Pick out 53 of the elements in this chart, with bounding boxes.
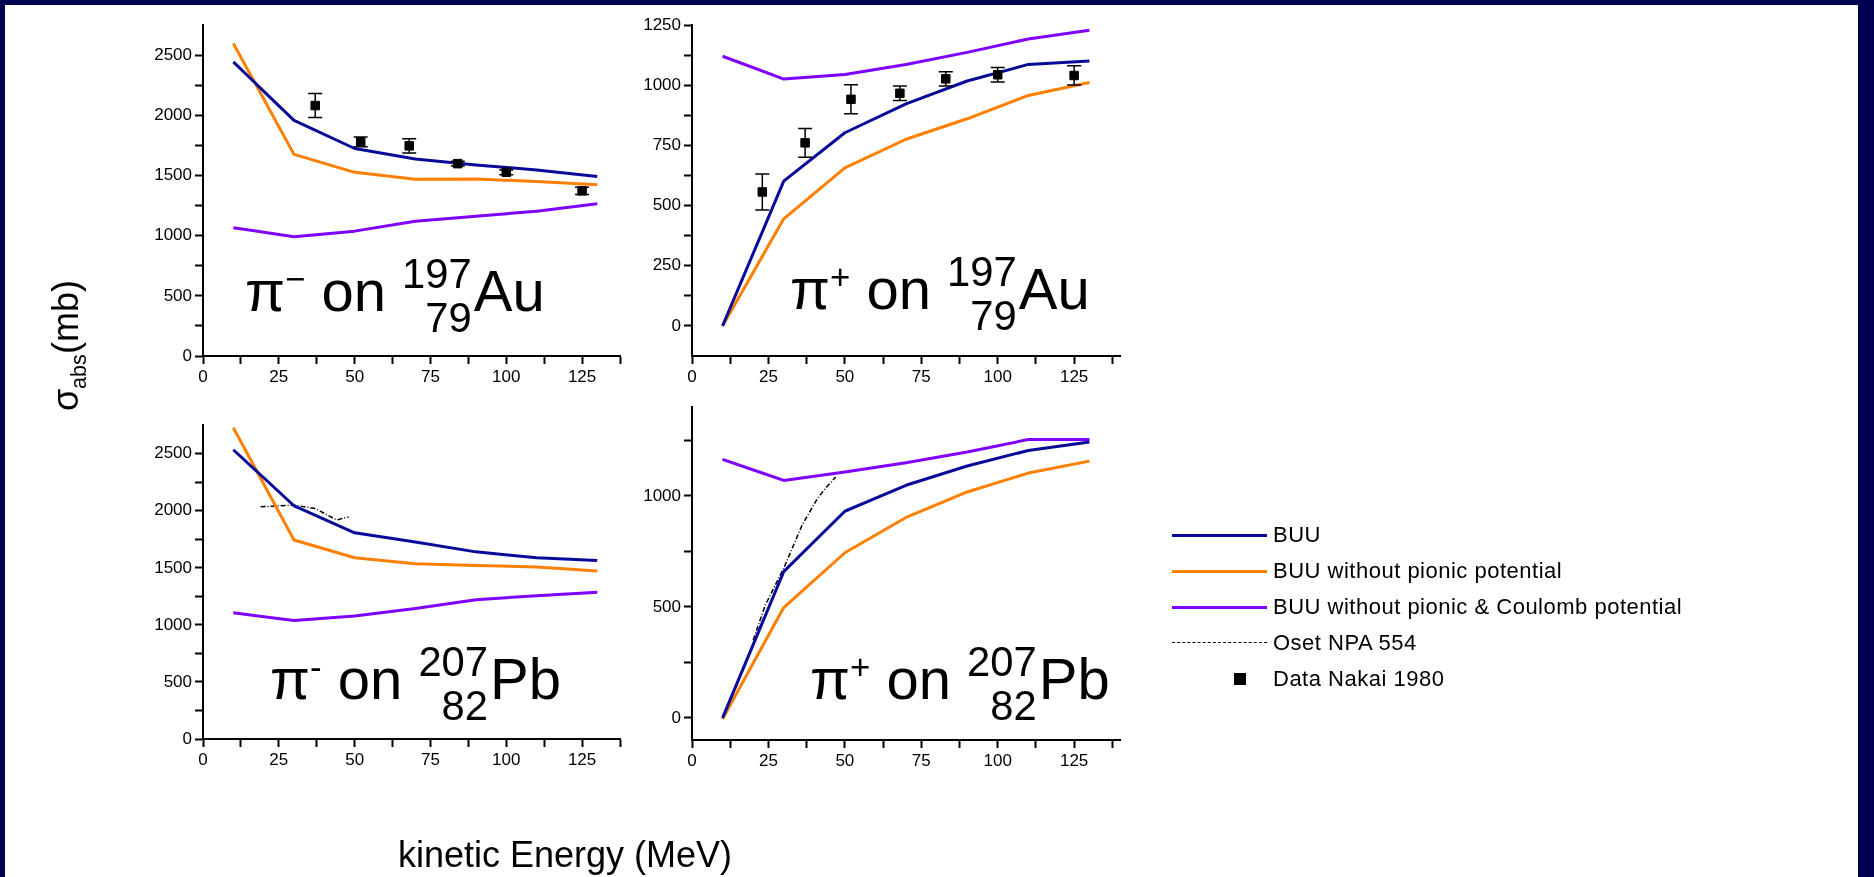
y-tick-label: 0: [671, 707, 681, 727]
y-tick-label: 250: [652, 255, 681, 275]
y-tick-label: 1000: [643, 75, 681, 95]
x-tick-label: 75: [420, 366, 440, 386]
y-tick-label: 1000: [154, 614, 192, 634]
x-tick-label: 100: [492, 749, 521, 769]
x-tick-label: 75: [911, 750, 931, 770]
x-tick-label: 100: [983, 366, 1012, 386]
y-tick-label: 2500: [154, 44, 192, 64]
y-tick-label: 500: [652, 596, 681, 616]
line-series: [259, 504, 350, 521]
x-tick-label: 25: [269, 366, 289, 386]
x-tick-label: 50: [345, 366, 365, 386]
y-tick-label: 1000: [154, 225, 192, 245]
y-tick-label: 2000: [154, 105, 192, 125]
x-tick-label: 125: [567, 366, 597, 386]
x-tick-label: 0: [198, 366, 208, 386]
x-tick-label: 25: [758, 750, 778, 770]
y-tick-label: 0: [182, 345, 192, 365]
y-tick-label: 1250: [643, 14, 681, 34]
x-tick-label: 125: [1059, 750, 1089, 770]
legend-label: BUU without pionic potential: [1273, 558, 1563, 584]
line-series: [752, 476, 837, 641]
y-tick-label: 750: [652, 135, 681, 155]
y-tick-label: 1500: [154, 557, 192, 577]
x-tick-label: 0: [198, 749, 208, 769]
text: Oset NPA 554: [1273, 630, 1417, 656]
y-tick-label: 500: [652, 195, 681, 215]
x-tick-label: 50: [835, 366, 855, 386]
legend-label: BUU: [1273, 522, 1321, 548]
x-tick-label: 100: [492, 366, 521, 386]
x-axis-title: kinetic Energy (MeV): [398, 834, 733, 876]
x-tick-label: 75: [911, 366, 931, 386]
x-tick-label: 125: [567, 749, 597, 769]
y-tick-label: 500: [163, 671, 192, 691]
legend-label: BUU without pionic & Coulomb potential: [1273, 594, 1683, 620]
y-tick-label: 0: [182, 728, 192, 748]
x-tick-label: 125: [1059, 366, 1089, 386]
x-tick-label: 50: [835, 750, 855, 770]
x-tick-label: 25: [269, 749, 289, 769]
y-tick-label: 500: [163, 285, 192, 305]
y-tick-label: 2500: [154, 443, 192, 463]
x-tick-label: 50: [345, 749, 365, 769]
y-tick-label: 2000: [154, 500, 192, 520]
x-tick-label: 0: [687, 750, 697, 770]
x-tick-label: 100: [983, 750, 1012, 770]
x-tick-label: 0: [687, 366, 697, 386]
y-tick-label: 0: [671, 315, 681, 335]
x-tick-label: 25: [758, 366, 778, 386]
y-tick-label: 1500: [154, 165, 192, 185]
x-tick-label: 75: [420, 749, 440, 769]
legend-label: Data Nakai 1980: [1273, 666, 1445, 692]
y-tick-label: 1000: [643, 485, 681, 505]
